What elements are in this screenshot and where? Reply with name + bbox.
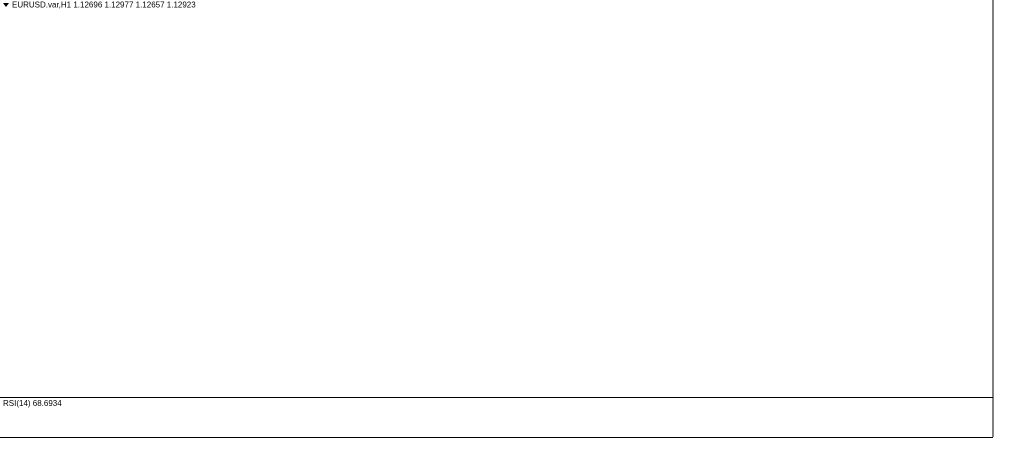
chart-title: EURUSD.var,H1 1.12696 1.12977 1.12657 1.… bbox=[12, 1, 196, 10]
rsi-label: RSI(14) 68.6934 bbox=[3, 399, 62, 408]
menu-triangle[interactable] bbox=[3, 3, 9, 7]
